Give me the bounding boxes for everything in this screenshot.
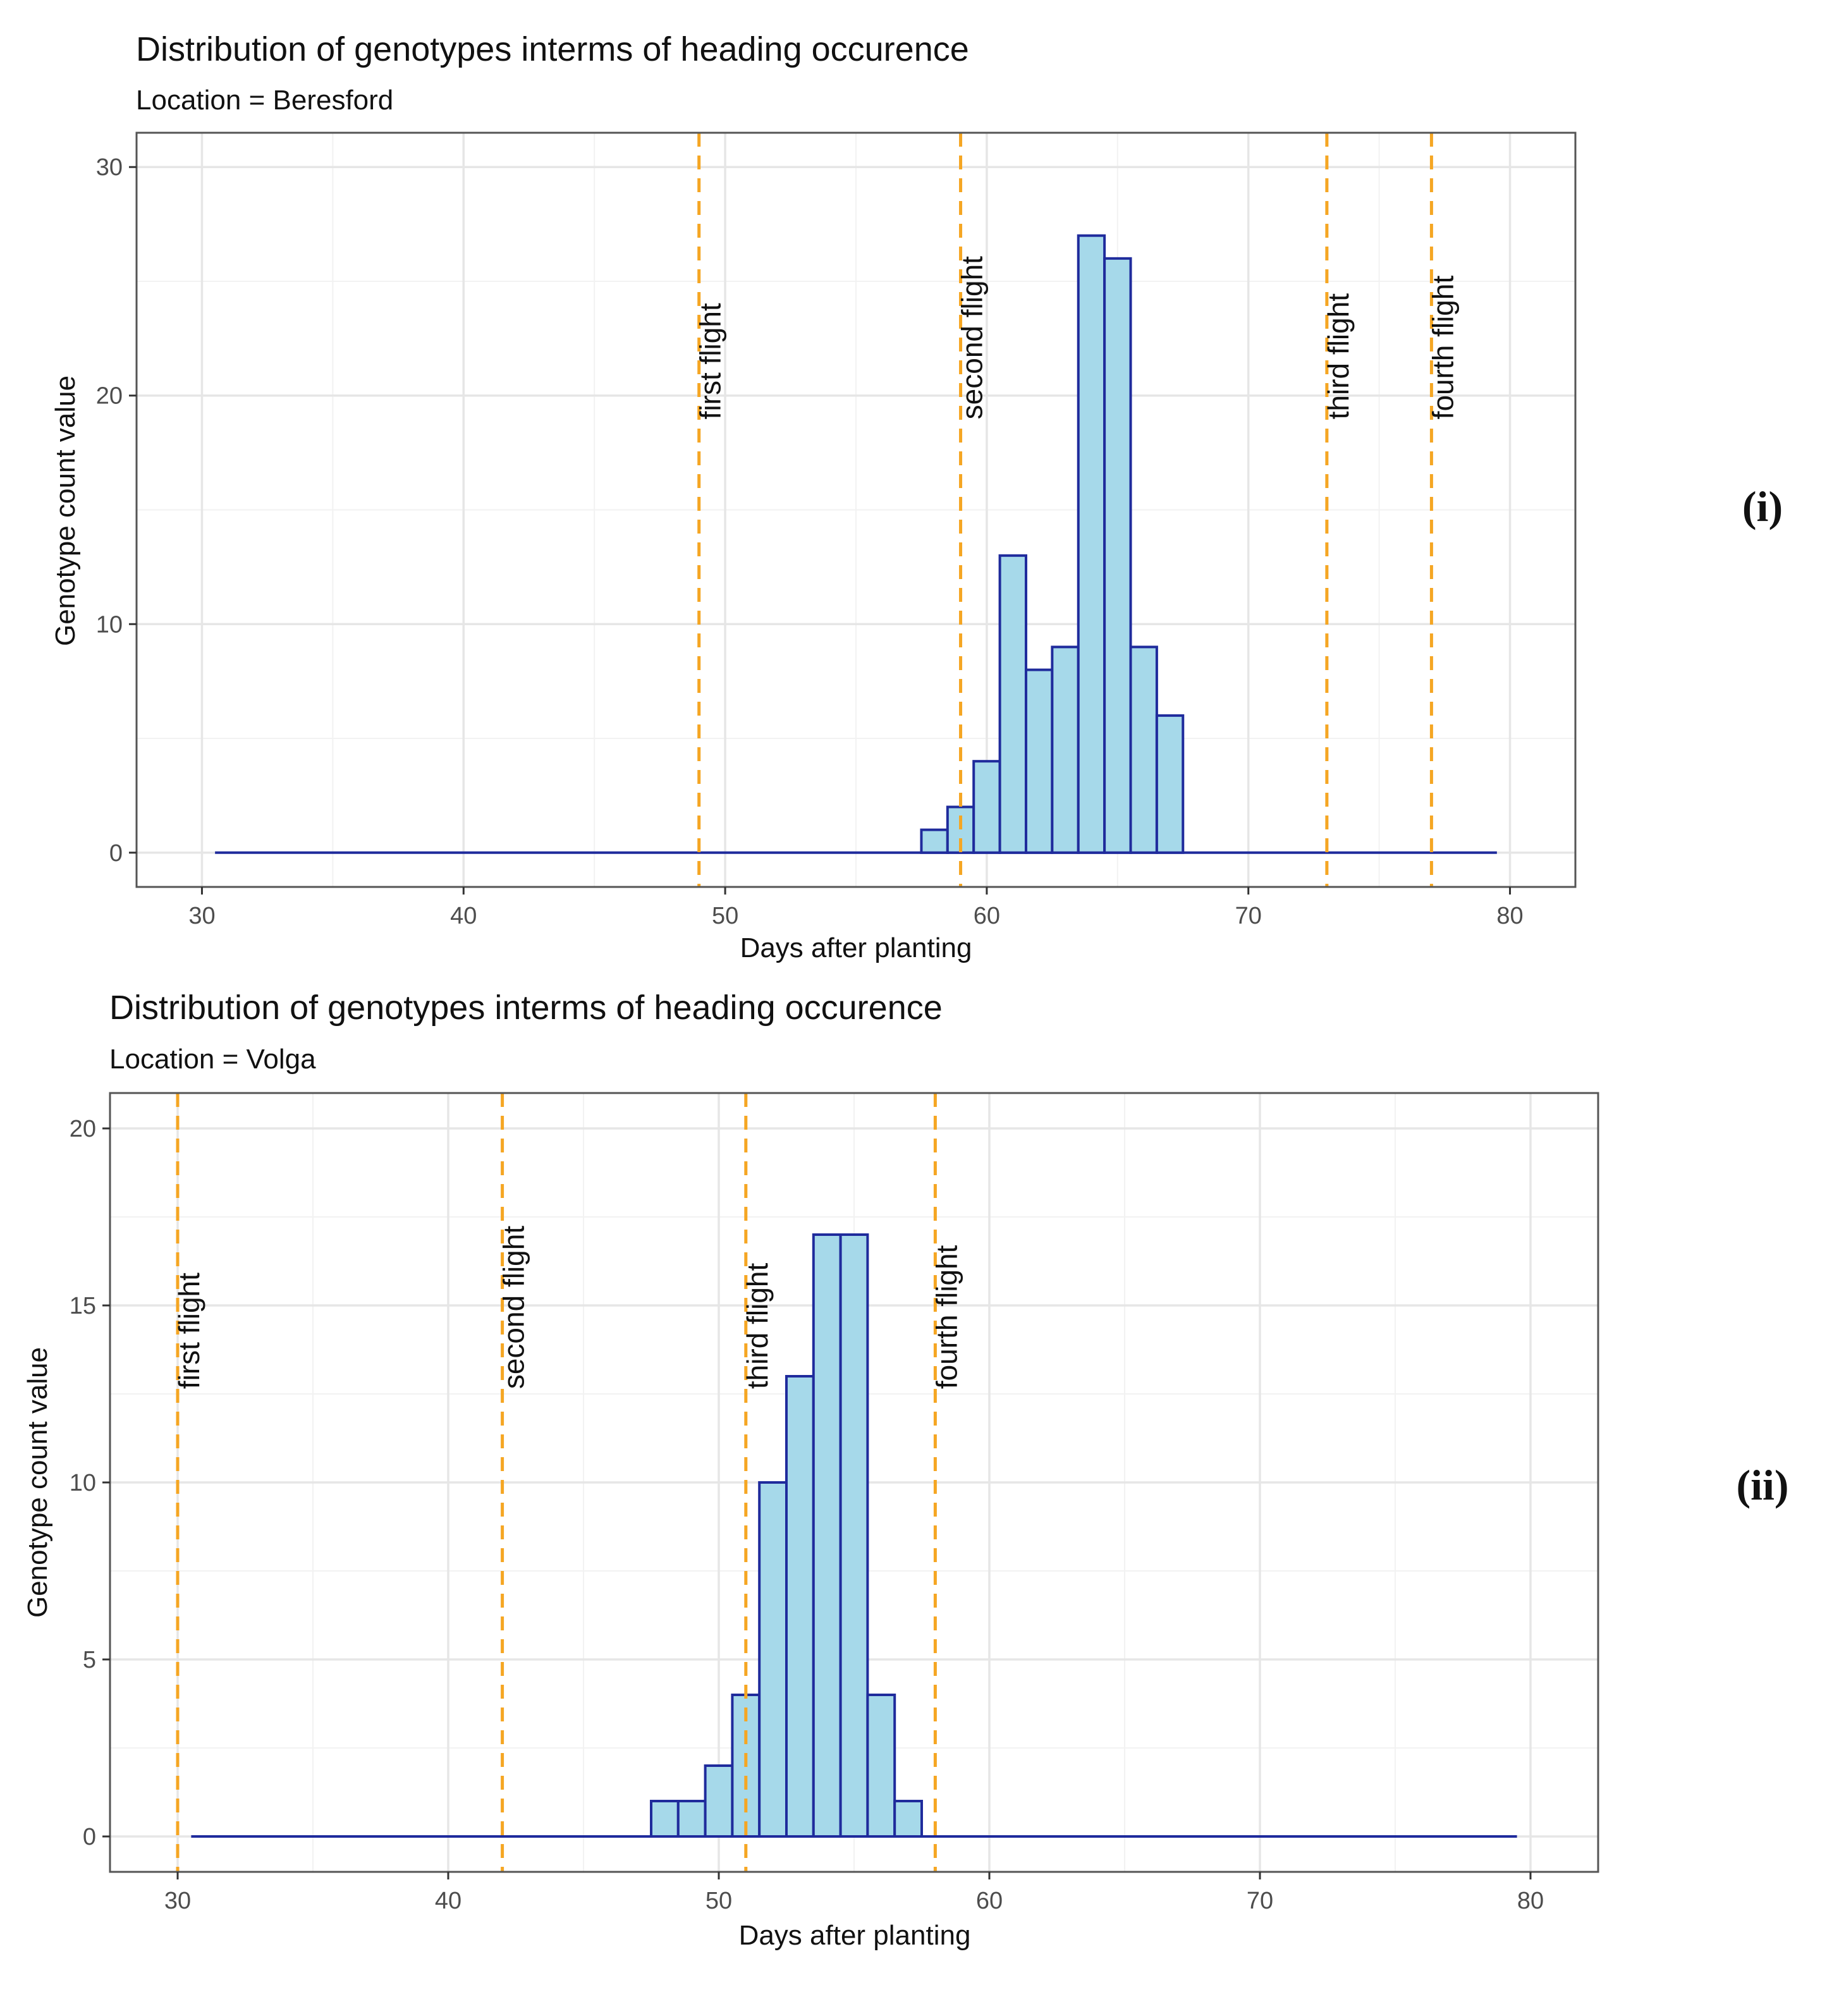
chart-1-title: Distribution of genotypes interms of hea…	[136, 30, 969, 68]
chart-1-bar	[1024, 668, 1054, 854]
chart-2-bar	[866, 1694, 896, 1838]
chart-1-subtitle: Location = Beresford	[136, 85, 393, 116]
chart-1-bar	[1155, 714, 1185, 854]
chart-2-subtitle: Location = Volga	[109, 1044, 316, 1075]
chart-2-bar	[893, 1800, 923, 1838]
chart-1-y-tick-label: 0	[109, 840, 123, 867]
chart-2-plot: first flight second flight third flight fou…	[70, 1092, 1599, 1914]
chart-2-vline-label: third flight	[741, 1263, 774, 1390]
chart-1-bar	[998, 554, 1027, 854]
chart-1-plot: first flight second flight third flight fou…	[96, 131, 1577, 929]
chart-2-x-tick-label: 40	[435, 1888, 461, 1914]
chart-1-vline-label: first flight	[694, 303, 727, 419]
chart-2-bar	[676, 1800, 707, 1838]
chart-1-y-tick-label: 30	[96, 154, 123, 181]
chart-2-y-tick-label: 10	[70, 1470, 96, 1496]
chart-1-vline-label: fourth flight	[1426, 276, 1459, 420]
chart-1-bar	[972, 760, 1001, 854]
chart-2-bar	[758, 1481, 788, 1838]
chart-1-x-tick-label: 80	[1496, 903, 1523, 929]
chart-2-y-tick-label: 0	[83, 1824, 96, 1850]
chart-2-y-tick-label: 5	[83, 1647, 96, 1673]
chart-1-x-tick-label: 50	[712, 903, 738, 929]
chart-panel-2: Distribution of genotypes interms of hea…	[22, 989, 1789, 1951]
chart-1-y-tick-label: 20	[96, 383, 123, 410]
chart-2-vline-label: fourth flight	[930, 1245, 963, 1389]
chart-1-y-tick-label: 10	[96, 611, 123, 638]
chart-1-vline-label: second flight	[956, 256, 989, 419]
chart-2-vline-label: first flight	[173, 1273, 205, 1389]
chart-1-x-tick-label: 40	[450, 903, 477, 929]
chart-2-y-tick-label: 15	[70, 1293, 96, 1319]
chart-2-bar	[812, 1233, 842, 1838]
chart-2-x-tick-label: 60	[976, 1888, 1003, 1914]
chart-1-bar	[1051, 645, 1080, 854]
chart-2-x-tick-label: 50	[706, 1888, 732, 1914]
chart-1-panel-label: (i)	[1742, 482, 1783, 530]
chart-2-vline-label: second flight	[498, 1226, 530, 1389]
chart-2-bar	[650, 1800, 680, 1838]
chart-1-panel-border	[135, 131, 1577, 888]
chart-1-x-tick-label: 30	[188, 903, 215, 929]
chart-2-x-tick-label: 30	[164, 1888, 191, 1914]
chart-2-bar	[704, 1764, 734, 1838]
chart-1-bar	[920, 828, 949, 854]
chart-1-vline-label: third flight	[1322, 293, 1355, 420]
chart-2-bar	[785, 1375, 815, 1838]
chart-1-bar	[1077, 234, 1106, 854]
chart-1-x-tick-label: 70	[1235, 903, 1262, 929]
chart-2-bar	[839, 1233, 869, 1838]
chart-2-x-tick-label: 70	[1247, 1888, 1273, 1914]
chart-panel-1: Distribution of genotypes interms of hea…	[50, 30, 1783, 963]
chart-1-ylabel: Genotype count value	[50, 376, 81, 646]
chart-2-xlabel: Days after planting	[739, 1920, 971, 1951]
chart-1-x-tick-label: 60	[974, 903, 1000, 929]
chart-2-title: Distribution of genotypes interms of hea…	[109, 989, 943, 1027]
chart-2-x-tick-label: 80	[1517, 1888, 1544, 1914]
chart-1-bar	[1103, 257, 1132, 854]
chart-2-ylabel: Genotype count value	[22, 1347, 53, 1618]
chart-1-xlabel: Days after planting	[740, 932, 972, 963]
chart-2-y-tick-label: 20	[70, 1116, 96, 1142]
chart-1-bar	[1129, 645, 1158, 854]
chart-2-panel-label: (ii)	[1736, 1461, 1788, 1509]
